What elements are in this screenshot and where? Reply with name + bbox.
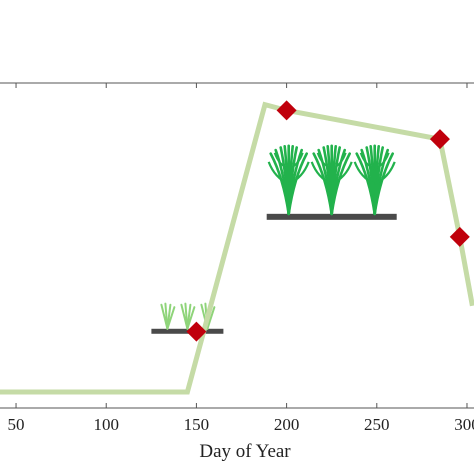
x-tick-label: 100	[93, 415, 119, 434]
soil-bar	[266, 213, 397, 220]
x-ticks: 50 100 150 200 250 300	[8, 83, 474, 434]
mature-crop-icon	[266, 144, 397, 220]
series-layer	[0, 101, 474, 395]
x-tick-label: 250	[364, 415, 390, 434]
x-tick-label: 200	[274, 415, 300, 434]
illustrations	[151, 144, 397, 334]
data-point-marker	[186, 321, 207, 342]
x-tick-label: 50	[8, 415, 25, 434]
series-line	[0, 101, 474, 395]
data-point-marker	[449, 226, 470, 247]
markers-layer	[186, 100, 470, 342]
axes	[0, 82, 474, 409]
x-tick-label: 150	[184, 415, 210, 434]
x-axis-label: Day of Year	[199, 441, 291, 462]
data-point-marker	[429, 129, 450, 150]
x-tick-label: 300	[454, 415, 474, 434]
data-point-marker	[276, 100, 297, 121]
